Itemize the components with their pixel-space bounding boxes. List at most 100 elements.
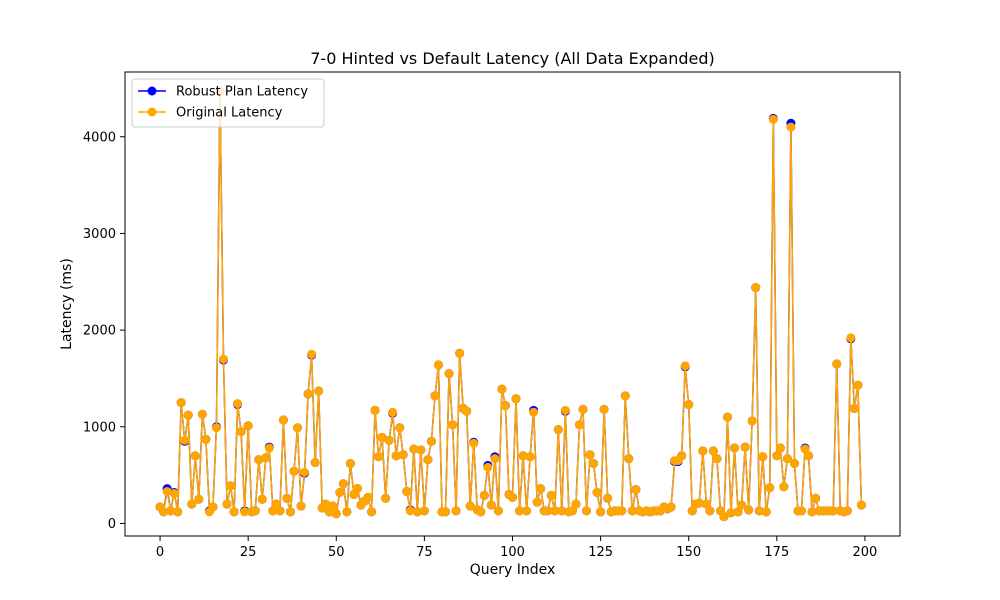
data-point xyxy=(701,499,711,509)
x-axis-label: Query Index xyxy=(470,562,556,578)
y-tick-label: 1000 xyxy=(83,420,116,435)
data-point xyxy=(754,506,764,516)
data-point xyxy=(166,506,176,516)
x-tick-label: 200 xyxy=(853,545,878,560)
data-point xyxy=(744,505,754,515)
data-point xyxy=(197,409,207,419)
data-point xyxy=(441,507,451,517)
legend-box xyxy=(131,78,325,128)
data-point xyxy=(553,425,563,435)
data-point xyxy=(226,481,236,491)
data-point xyxy=(395,423,405,433)
data-point xyxy=(201,434,211,444)
y-axis-label: Latency (ms) xyxy=(59,258,75,350)
data-point xyxy=(525,452,535,462)
data-point xyxy=(419,506,429,516)
data-point xyxy=(180,435,190,445)
data-point xyxy=(800,444,810,454)
data-point xyxy=(381,493,391,503)
data-point xyxy=(289,466,299,476)
data-point xyxy=(377,432,387,442)
data-point xyxy=(275,506,285,516)
data-point xyxy=(500,401,510,410)
data-point xyxy=(571,499,581,509)
data-point xyxy=(772,451,782,461)
data-point xyxy=(846,333,856,343)
data-point xyxy=(687,506,697,516)
data-point xyxy=(624,454,634,464)
data-point xyxy=(804,451,814,461)
y-tick-label: 3000 xyxy=(83,227,116,242)
data-point xyxy=(515,506,525,516)
y-tick-label: 0 xyxy=(108,517,116,532)
data-point xyxy=(426,436,436,446)
y-tick-label: 2000 xyxy=(83,324,116,339)
data-point xyxy=(768,114,778,124)
data-point xyxy=(719,512,729,522)
data-point xyxy=(398,450,408,460)
data-point xyxy=(173,507,183,517)
data-point xyxy=(589,459,599,468)
data-point xyxy=(722,412,732,422)
data-point xyxy=(486,500,496,510)
data-point xyxy=(307,349,317,359)
x-tick-label: 100 xyxy=(500,545,525,560)
data-point xyxy=(490,454,500,464)
data-point xyxy=(352,484,362,494)
plot-content xyxy=(155,86,866,522)
data-point xyxy=(705,506,715,516)
data-point xyxy=(423,455,433,465)
data-point xyxy=(842,506,852,516)
data-point xyxy=(708,446,718,456)
data-point xyxy=(370,405,380,415)
data-point xyxy=(557,506,567,516)
data-point xyxy=(402,487,412,497)
data-point xyxy=(433,360,443,370)
data-point xyxy=(363,492,373,502)
x-tick-label: 0 xyxy=(156,545,164,560)
data-point xyxy=(596,507,606,517)
data-point xyxy=(599,404,609,414)
x-tick-label: 75 xyxy=(416,545,433,560)
data-point xyxy=(585,450,595,460)
data-point xyxy=(508,492,517,502)
data-point xyxy=(476,507,486,517)
legend-item: Robust Plan Latency xyxy=(138,85,308,100)
data-point xyxy=(240,507,250,517)
data-point xyxy=(374,452,384,462)
data-point xyxy=(254,455,264,465)
data-point xyxy=(684,400,694,410)
data-point xyxy=(775,443,785,453)
x-axis: 0 25 50 75 100 125 150 175 200 xyxy=(156,536,877,560)
data-point xyxy=(726,508,736,518)
data-point xyxy=(567,506,577,516)
x-tick-label: 125 xyxy=(588,545,613,560)
data-point xyxy=(680,361,690,371)
data-point xyxy=(832,359,842,369)
data-point xyxy=(546,490,556,500)
data-point xyxy=(211,423,221,433)
data-point xyxy=(219,354,229,364)
data-point xyxy=(522,506,532,516)
series-1 xyxy=(155,86,866,522)
legend-label: Robust Plan Latency xyxy=(176,85,308,100)
data-point xyxy=(159,507,169,517)
data-point xyxy=(694,498,704,508)
data-point xyxy=(451,506,461,516)
data-point xyxy=(730,443,740,453)
data-point xyxy=(162,487,172,497)
data-point xyxy=(430,391,440,401)
data-point xyxy=(747,416,757,426)
data-point xyxy=(169,488,179,498)
data-point xyxy=(257,494,267,504)
data-point xyxy=(194,494,204,504)
data-point xyxy=(529,407,539,417)
data-point xyxy=(243,421,253,431)
data-point xyxy=(733,507,743,517)
data-point xyxy=(631,485,641,495)
data-point xyxy=(765,483,775,493)
data-point xyxy=(412,507,422,517)
data-point xyxy=(796,506,806,516)
data-point xyxy=(278,415,288,425)
